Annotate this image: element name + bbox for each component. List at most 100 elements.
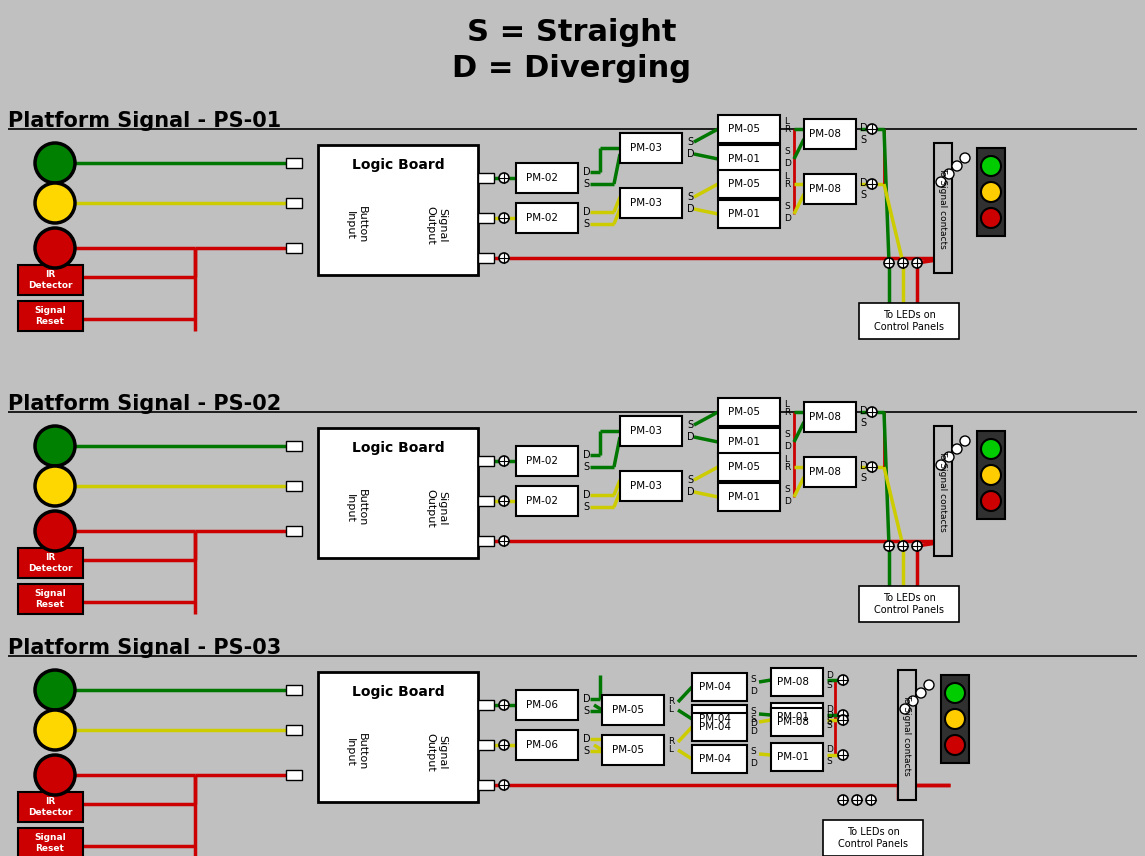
Text: PM-05: PM-05 [728,179,760,189]
Text: Button
Input: Button Input [345,206,366,244]
FancyBboxPatch shape [18,301,82,331]
Text: Logic Board: Logic Board [352,441,444,455]
Text: Platform Signal - PS-02: Platform Signal - PS-02 [8,394,282,414]
Text: R: R [784,180,790,188]
Text: Button
Input: Button Input [345,490,366,526]
Text: To LEDs on
Control Panels: To LEDs on Control Panels [874,310,943,332]
Text: PM-01: PM-01 [728,437,760,447]
FancyBboxPatch shape [718,483,780,511]
Circle shape [867,124,877,134]
Text: D: D [750,758,757,768]
Circle shape [499,213,510,223]
Text: L: L [668,705,673,715]
Text: S = Straight: S = Straight [467,17,677,46]
Circle shape [935,177,946,187]
Text: PM-04: PM-04 [698,682,731,692]
Circle shape [945,709,965,729]
Text: Signal
Reset: Signal Reset [34,833,66,853]
Text: D: D [826,670,832,680]
FancyBboxPatch shape [692,713,747,741]
FancyBboxPatch shape [286,526,302,536]
Circle shape [945,683,965,703]
Text: PM-03: PM-03 [630,426,662,436]
Text: PM-08: PM-08 [810,467,840,477]
Text: R: R [668,738,674,746]
Text: D: D [784,213,791,223]
FancyBboxPatch shape [718,428,780,456]
FancyBboxPatch shape [692,673,747,701]
Circle shape [35,228,76,268]
Text: D: D [750,718,757,728]
Circle shape [838,715,848,725]
Text: PM-06: PM-06 [526,740,558,750]
FancyBboxPatch shape [516,730,578,760]
Text: S: S [583,502,590,512]
Text: PM-01: PM-01 [777,752,810,762]
Circle shape [35,670,76,710]
Text: D: D [860,406,868,416]
FancyBboxPatch shape [692,745,747,773]
Text: D: D [583,450,591,460]
FancyBboxPatch shape [516,446,578,476]
FancyBboxPatch shape [18,828,82,856]
FancyBboxPatch shape [771,703,823,731]
Text: PM-08: PM-08 [810,412,840,422]
Text: PM-04: PM-04 [698,714,731,724]
Text: To LEDs on
Control Panels: To LEDs on Control Panels [874,593,943,615]
FancyBboxPatch shape [286,770,302,780]
Text: PM-02: PM-02 [526,456,558,466]
FancyBboxPatch shape [941,675,969,763]
FancyBboxPatch shape [718,200,780,228]
Text: S: S [583,746,590,756]
FancyBboxPatch shape [804,457,856,487]
Circle shape [35,183,76,223]
Text: Platform Signal - PS-03: Platform Signal - PS-03 [8,638,282,658]
FancyBboxPatch shape [286,685,302,695]
FancyBboxPatch shape [771,743,823,771]
Text: L: L [784,455,789,463]
FancyBboxPatch shape [477,496,493,506]
Text: D = Diverging: D = Diverging [452,54,692,82]
Text: Signal
Output: Signal Output [425,489,447,527]
Circle shape [35,755,76,795]
Text: R: R [784,462,790,472]
Text: IR
Detector: IR Detector [27,797,72,817]
Text: D: D [860,123,868,133]
FancyBboxPatch shape [318,672,477,802]
Text: S: S [784,484,790,494]
Text: Signal
Reset: Signal Reset [34,589,66,609]
Text: PM-08: PM-08 [810,184,840,194]
Text: S: S [826,716,831,726]
Text: S: S [750,708,756,716]
FancyBboxPatch shape [286,243,302,253]
Text: S: S [687,475,693,485]
Text: S: S [860,473,866,483]
FancyBboxPatch shape [516,690,578,720]
Circle shape [943,169,954,179]
Text: D: D [826,746,832,754]
Text: S: S [860,418,866,428]
Circle shape [35,710,76,750]
FancyBboxPatch shape [477,780,493,790]
FancyBboxPatch shape [804,402,856,432]
Text: S: S [826,722,831,730]
FancyBboxPatch shape [286,481,302,491]
FancyBboxPatch shape [804,174,856,204]
Text: D: D [860,178,868,188]
FancyBboxPatch shape [18,265,82,295]
Text: Signal
Output: Signal Output [425,205,447,244]
FancyBboxPatch shape [477,536,493,546]
Circle shape [852,795,862,805]
FancyBboxPatch shape [477,173,493,183]
Circle shape [838,675,848,685]
Text: S: S [583,179,590,189]
Circle shape [499,700,510,710]
Text: D: D [784,158,791,168]
FancyBboxPatch shape [718,170,780,198]
Circle shape [35,143,76,183]
FancyBboxPatch shape [977,431,1005,519]
Circle shape [900,704,910,714]
FancyBboxPatch shape [18,792,82,822]
Circle shape [838,710,848,720]
Circle shape [35,511,76,551]
